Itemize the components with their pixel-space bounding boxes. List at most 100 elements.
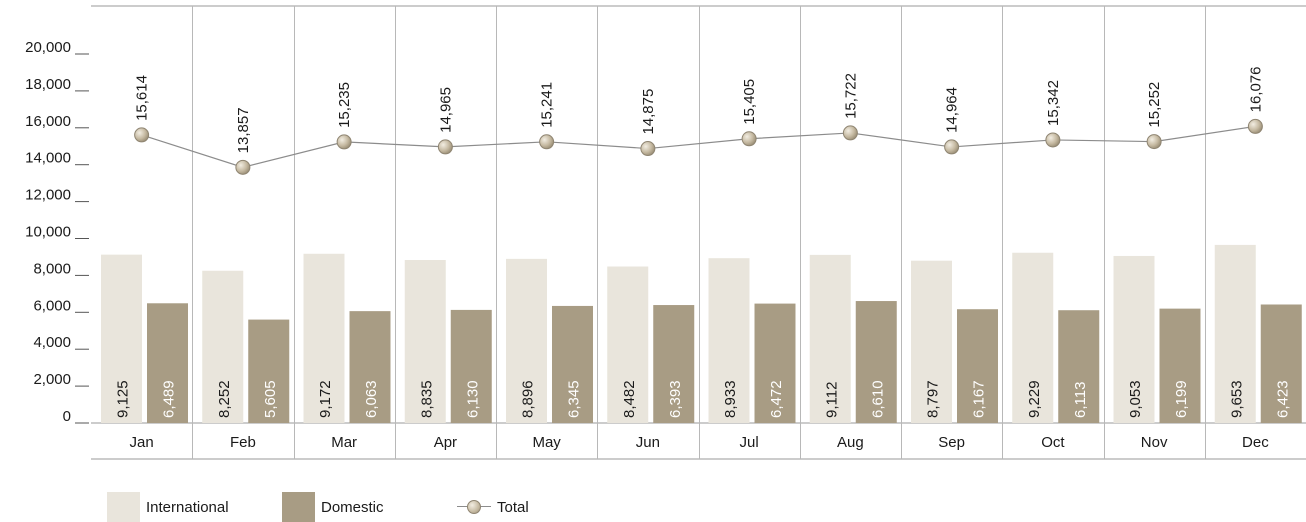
y-tick-label: 6,000 xyxy=(33,297,71,314)
bar-domestic xyxy=(349,311,391,423)
legend-item-international: International xyxy=(107,492,229,522)
y-tick-label: 2,000 xyxy=(33,371,71,388)
total-marker xyxy=(1146,134,1162,150)
data-label-domestic: 6,113 xyxy=(1072,382,1089,418)
data-label-domestic: 6,423 xyxy=(1274,380,1291,418)
x-category-label: Feb xyxy=(230,434,256,451)
data-label-domestic: 6,610 xyxy=(869,380,886,418)
bar-international xyxy=(708,258,750,423)
legend-swatch-domestic xyxy=(282,492,315,522)
data-label-total: 15,614 xyxy=(134,75,151,121)
data-label-domestic: 6,063 xyxy=(363,380,380,418)
chart-area: 0 2,000 4,000 6,000 8,000 10,000 12,000 14,000 1… xyxy=(25,5,1306,460)
data-label-domestic: 6,489 xyxy=(161,380,178,418)
data-label-international: 9,653 xyxy=(1228,380,1245,418)
bar-international xyxy=(1214,244,1256,423)
data-label-international: 8,797 xyxy=(925,380,942,418)
data-label-international: 9,172 xyxy=(317,380,334,418)
data-label-domestic: 6,130 xyxy=(464,380,481,418)
total-marker xyxy=(944,139,960,155)
x-category-label: Aug xyxy=(837,434,864,451)
bar-international xyxy=(202,270,244,423)
bar-international xyxy=(1012,252,1054,423)
total-marker xyxy=(1247,118,1263,134)
legend-label-international: International xyxy=(146,498,229,516)
total-marker xyxy=(842,125,858,141)
data-label-domestic: 6,393 xyxy=(667,380,684,418)
bar-international xyxy=(101,254,142,423)
data-label-international: 8,933 xyxy=(722,380,739,418)
bar-domestic xyxy=(754,303,796,423)
total-marker xyxy=(741,131,757,147)
y-tick-label: 8,000 xyxy=(33,260,71,277)
total-marker xyxy=(336,134,352,150)
bar-domestic xyxy=(1058,310,1100,423)
legend-label-domestic: Domestic xyxy=(321,498,384,516)
x-category-label: Dec xyxy=(1242,434,1269,451)
x-category-label: May xyxy=(532,434,561,451)
y-tick-label: 10,000 xyxy=(25,224,71,241)
data-label-total: 15,241 xyxy=(539,82,556,128)
bar-international xyxy=(303,253,345,423)
y-tick-label: 16,000 xyxy=(25,113,71,130)
y-tick-label: 20,000 xyxy=(25,39,71,56)
data-label-domestic: 5,605 xyxy=(262,380,279,418)
bar-domestic xyxy=(248,319,290,423)
data-label-international: 9,112 xyxy=(823,382,840,418)
data-label-international: 9,229 xyxy=(1026,380,1043,418)
data-label-total: 15,722 xyxy=(842,73,859,119)
bar-international xyxy=(1113,255,1155,423)
bar-domestic xyxy=(855,301,897,423)
data-label-international: 8,835 xyxy=(418,380,435,418)
data-label-total: 14,964 xyxy=(944,87,961,133)
bar-domestic xyxy=(1260,304,1302,423)
x-category-label: Nov xyxy=(1141,434,1168,451)
total-marker xyxy=(539,134,555,150)
x-category-label: Apr xyxy=(434,434,457,451)
total-marker xyxy=(235,159,251,175)
y-tick-label: 0 xyxy=(63,408,71,425)
bar-international xyxy=(911,260,952,423)
legend-line-marker-total xyxy=(457,492,491,522)
bar-domestic xyxy=(1159,308,1201,423)
x-category-label: Mar xyxy=(331,434,357,451)
y-tick-label: 12,000 xyxy=(25,187,71,204)
bar-international xyxy=(404,259,446,423)
data-label-total: 16,076 xyxy=(1247,67,1264,113)
data-label-international: 8,482 xyxy=(621,380,638,418)
data-label-total: 15,252 xyxy=(1146,82,1163,128)
bar-domestic xyxy=(450,309,492,423)
data-label-international: 9,053 xyxy=(1127,380,1144,418)
data-label-international: 9,125 xyxy=(115,380,132,418)
bar-international xyxy=(809,254,851,423)
x-category-label: Jan xyxy=(130,434,154,451)
data-label-domestic: 6,167 xyxy=(971,380,988,418)
x-category-label: Oct xyxy=(1041,434,1065,451)
data-label-international: 8,252 xyxy=(216,380,233,418)
bar-domestic xyxy=(552,305,593,423)
bar-international xyxy=(506,258,547,423)
legend-item-domestic: Domestic xyxy=(282,492,384,522)
data-label-domestic: 6,345 xyxy=(566,380,583,418)
bar-domestic xyxy=(147,303,188,423)
legend-label-total: Total xyxy=(497,498,529,516)
data-label-total: 14,875 xyxy=(640,89,657,135)
bar-domestic xyxy=(653,305,695,423)
total-marker xyxy=(1045,132,1061,148)
x-category-label: Jun xyxy=(636,434,660,451)
y-tick-label: 14,000 xyxy=(25,150,71,167)
bar-international xyxy=(607,266,649,423)
total-marker xyxy=(640,141,656,157)
total-marker xyxy=(134,127,150,143)
data-label-total: 15,235 xyxy=(336,82,353,128)
legend-swatch-international xyxy=(107,492,140,522)
y-tick-label: 18,000 xyxy=(25,76,71,93)
total-line xyxy=(141,125,1256,168)
bar-domestic xyxy=(957,309,998,423)
data-label-total: 14,965 xyxy=(437,87,454,133)
y-tick-label: 4,000 xyxy=(33,334,71,351)
legend-item-total: Total xyxy=(457,492,529,522)
data-label-total: 13,857 xyxy=(235,107,252,153)
data-label-domestic: 6,199 xyxy=(1173,380,1190,418)
x-category-label: Sep xyxy=(938,434,965,451)
